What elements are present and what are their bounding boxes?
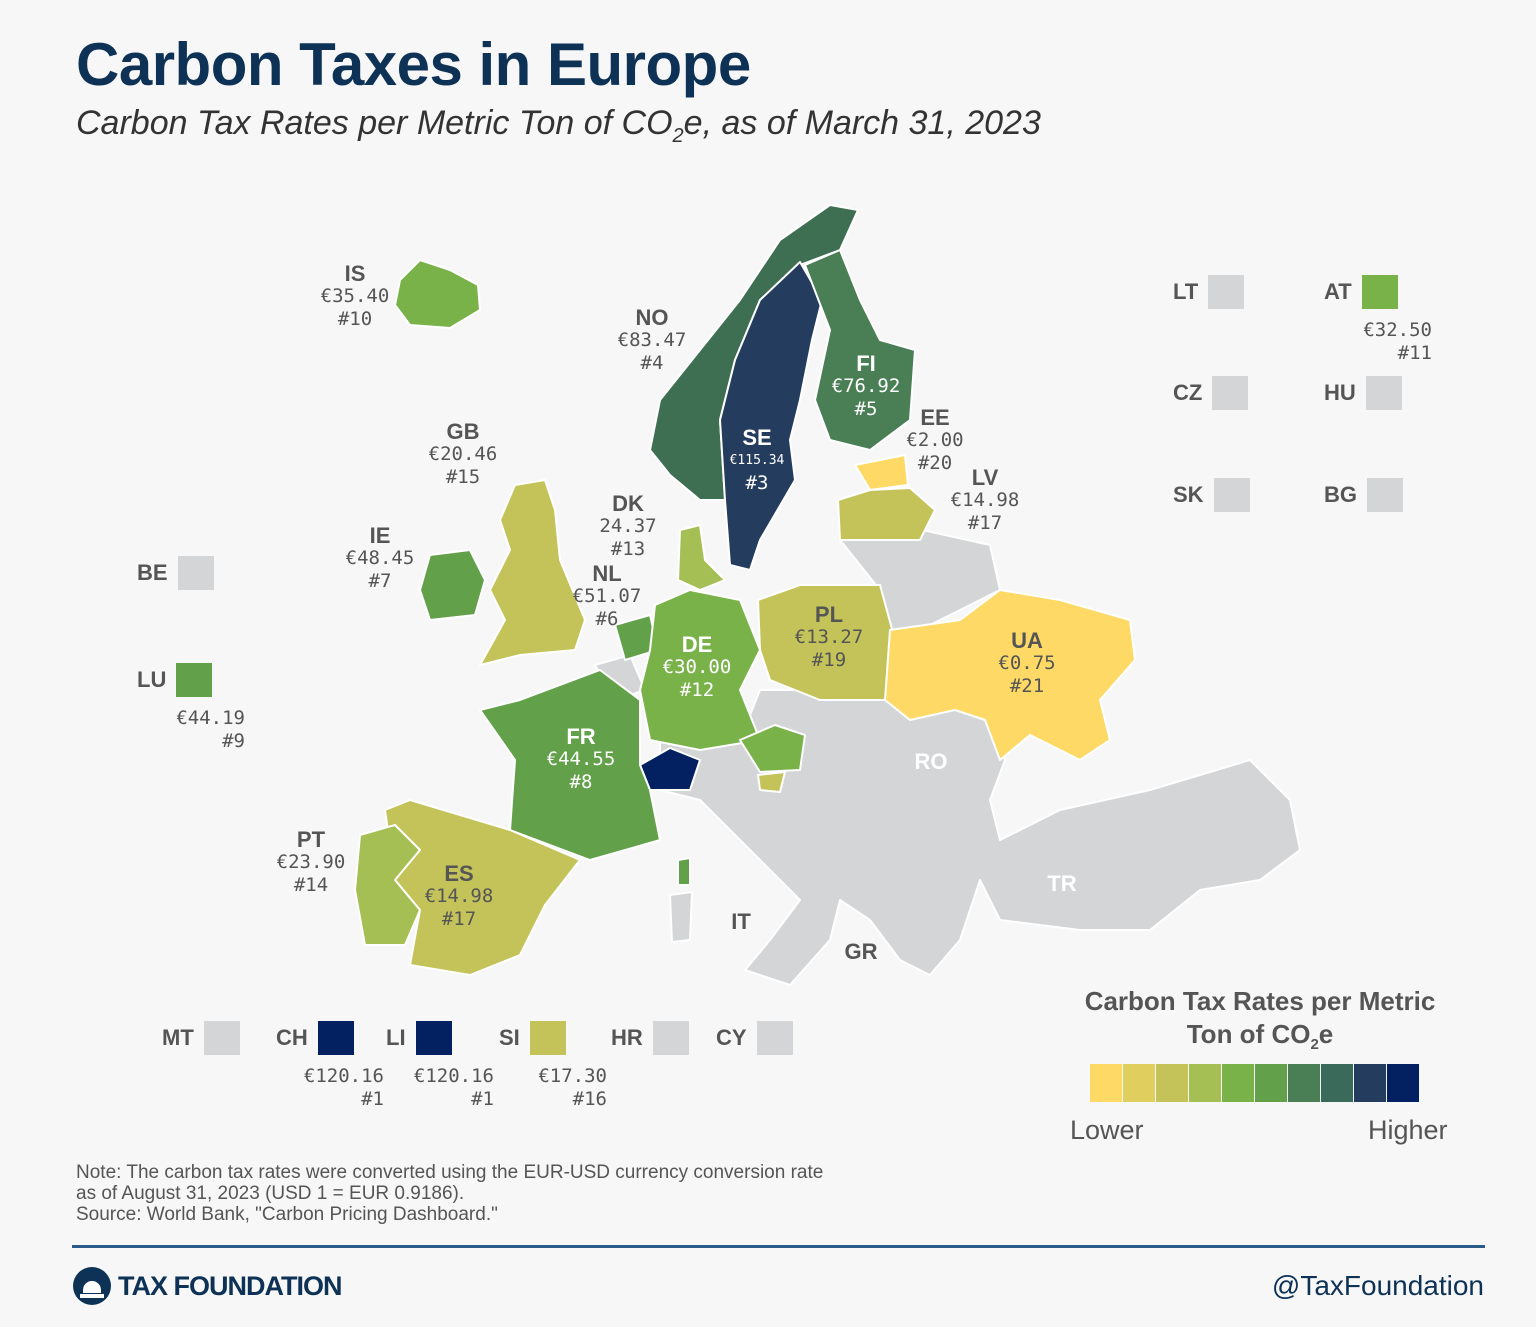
page-title: Carbon Taxes in Europe <box>76 31 751 98</box>
capitol-dome-icon <box>73 1267 111 1305</box>
small-country-value: €120.16 #1 <box>303 1065 384 1110</box>
map-label-nl: NL €51.07 #6 <box>572 561 642 630</box>
country-ua <box>884 589 1136 761</box>
map-label-ee: EE €2.00 #20 <box>906 405 964 474</box>
map-label-gr: GR <box>844 939 878 964</box>
country-pt <box>354 824 421 946</box>
map-label-fr: FR €44.55 #8 <box>546 724 616 793</box>
map-label-lv: LV €14.98 #17 <box>950 465 1020 534</box>
color-swatch <box>652 1021 689 1055</box>
country-fi <box>804 249 916 451</box>
small-country-cz: CZ <box>1173 376 1249 410</box>
legend-swatch <box>1222 1064 1254 1102</box>
color-swatch <box>317 1021 354 1055</box>
color-swatch <box>1212 376 1249 410</box>
map-label-gb: GB €20.46 #15 <box>428 419 498 488</box>
color-swatch <box>1367 478 1403 512</box>
country-ee <box>854 454 909 491</box>
map-label-ua: UA €0.75 #21 <box>998 628 1056 697</box>
color-swatch <box>1213 478 1250 512</box>
footer-divider <box>72 1245 1485 1248</box>
color-swatch <box>415 1021 452 1055</box>
map-label-de: DE €30.00 #12 <box>662 632 732 701</box>
legend-swatch <box>1189 1064 1221 1102</box>
legend-swatch <box>1156 1064 1188 1102</box>
small-country-ch: CH <box>276 1021 354 1055</box>
color-swatch <box>529 1021 566 1055</box>
color-swatch <box>1365 376 1402 410</box>
small-country-value: €32.50 #11 <box>1363 319 1432 364</box>
legend-swatch <box>1288 1064 1320 1102</box>
country-lv <box>837 487 936 541</box>
small-country-lt: LT <box>1173 275 1245 309</box>
legend-color-ramp <box>1090 1064 1420 1102</box>
map-label-it: IT <box>731 909 751 934</box>
small-country-be: BE <box>137 556 214 590</box>
color-swatch <box>756 1021 793 1055</box>
legend-title: Carbon Tax Rates per Metric Ton of CO2e <box>1084 986 1436 1054</box>
country-si <box>757 771 786 793</box>
country-is <box>394 259 481 329</box>
subtitle: Carbon Tax Rates per Metric Ton of CO2e,… <box>76 104 1041 147</box>
country-fr <box>479 669 661 861</box>
small-country-sk: SK <box>1173 478 1250 512</box>
small-country-at: AT <box>1324 275 1398 309</box>
country-sardinia <box>669 891 693 943</box>
country-at <box>739 724 806 773</box>
tax-foundation-logo: TAX FOUNDATION <box>72 1266 342 1306</box>
map-label-es: ES €14.98 #17 <box>424 861 494 930</box>
legend-swatch <box>1255 1064 1287 1102</box>
map-label-ie: IE €48.45 #7 <box>345 523 415 592</box>
color-swatch <box>177 556 214 590</box>
legend-swatch <box>1387 1064 1419 1102</box>
legend-swatch <box>1123 1064 1155 1102</box>
color-swatch <box>203 1021 240 1055</box>
map-label-is: IS €35.40 #10 <box>320 261 390 330</box>
small-country-li: LI <box>386 1021 452 1055</box>
small-country-mt: MT <box>162 1021 240 1055</box>
legend-high-label: Higher <box>1368 1115 1448 1145</box>
country-ie <box>419 549 486 621</box>
country-gb <box>479 479 586 666</box>
legend-swatch <box>1321 1064 1353 1102</box>
color-swatch <box>1208 275 1245 309</box>
map-label-dk: DK 24.37 #13 <box>599 491 657 560</box>
legend-swatch <box>1354 1064 1386 1102</box>
small-country-value: €17.30 #16 <box>538 1065 607 1110</box>
color-swatch <box>1361 275 1398 309</box>
map-label-no: NO €83.47 #4 <box>617 305 687 374</box>
map-label-se: SE €115.34 #3 <box>729 425 785 494</box>
legend-low-label: Lower <box>1070 1115 1144 1145</box>
map-label-fi: FI €76.92 #5 <box>831 351 901 420</box>
country-dk <box>677 524 726 591</box>
map-label-pl: PL €13.27 #19 <box>794 602 864 671</box>
country-corsica <box>677 857 691 886</box>
legend-swatch <box>1090 1064 1122 1102</box>
social-handle: @TaxFoundation <box>1271 1270 1484 1301</box>
small-country-hu: HU <box>1324 376 1402 410</box>
small-country-hr: HR <box>611 1021 689 1055</box>
small-country-lu: LU <box>137 663 213 697</box>
country-se <box>719 261 823 571</box>
source-note: Note: The carbon tax rates were converte… <box>76 1162 824 1225</box>
map-label-ro: RO <box>914 749 948 774</box>
color-swatch <box>176 663 213 697</box>
small-country-si: SI <box>499 1021 566 1055</box>
map-label-pt: PT €23.90 #14 <box>276 827 346 896</box>
small-country-value: €44.19 #9 <box>176 707 245 752</box>
map-label-tr: TR <box>1047 871 1077 896</box>
small-country-cy: CY <box>716 1021 793 1055</box>
small-country-value: €120.16 #1 <box>413 1065 494 1110</box>
small-country-bg: BG <box>1324 478 1403 512</box>
